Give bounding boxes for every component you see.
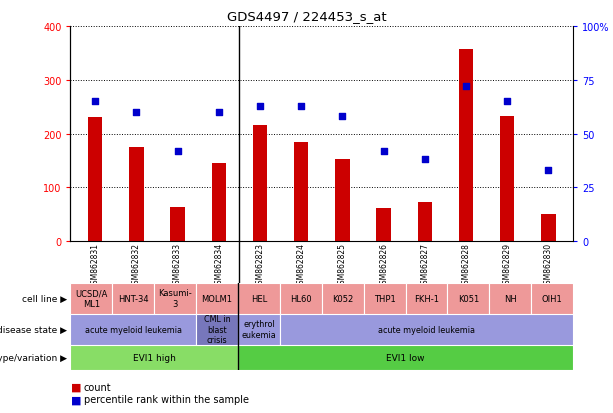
Bar	[364, 283, 406, 314]
Text: GSM862834: GSM862834	[215, 242, 223, 288]
Text: GSM862833: GSM862833	[173, 242, 182, 288]
Text: GSM862832: GSM862832	[132, 242, 141, 288]
Point	[544, 167, 554, 174]
Text: HNT-34: HNT-34	[118, 294, 148, 303]
Bar	[406, 283, 447, 314]
Bar	[294, 142, 308, 242]
Text: cell line ▶: cell line ▶	[22, 294, 67, 303]
Bar	[376, 208, 391, 242]
Text: THP1: THP1	[374, 294, 395, 303]
Text: genotype/variation ▶: genotype/variation ▶	[0, 353, 67, 362]
Bar	[322, 283, 364, 314]
Bar	[238, 283, 280, 314]
Bar	[489, 283, 531, 314]
Bar	[280, 283, 322, 314]
Text: percentile rank within the sample: percentile rank within the sample	[84, 394, 249, 404]
Bar	[112, 283, 154, 314]
Point	[461, 84, 471, 90]
Point	[132, 109, 142, 116]
Bar	[88, 118, 102, 242]
Text: HEL: HEL	[251, 294, 267, 303]
Bar	[253, 126, 267, 242]
Text: GSM862831: GSM862831	[91, 242, 100, 288]
Bar	[196, 314, 238, 345]
Point	[90, 99, 100, 105]
Bar	[531, 283, 573, 314]
Text: ■: ■	[70, 394, 81, 404]
Bar	[459, 50, 473, 242]
Bar	[280, 314, 573, 345]
Bar	[238, 314, 280, 345]
Text: GSM862828: GSM862828	[462, 242, 471, 288]
Text: EVI1 high: EVI1 high	[133, 353, 176, 362]
Text: K052: K052	[332, 294, 353, 303]
Point	[420, 157, 430, 163]
Text: FKH-1: FKH-1	[414, 294, 439, 303]
Point	[296, 103, 306, 109]
Text: acute myeloid leukemia: acute myeloid leukemia	[85, 325, 182, 334]
Bar	[211, 164, 226, 242]
Bar	[541, 215, 555, 242]
Bar	[129, 147, 143, 242]
Text: GSM862823: GSM862823	[256, 242, 265, 288]
Point	[379, 148, 389, 155]
Text: GSM862824: GSM862824	[297, 242, 306, 288]
Bar	[196, 283, 238, 314]
Text: GDS4497 / 224453_s_at: GDS4497 / 224453_s_at	[227, 10, 386, 23]
Text: GSM862827: GSM862827	[421, 242, 429, 288]
Bar	[154, 283, 196, 314]
Text: Kasumi-
3: Kasumi- 3	[158, 289, 192, 308]
Bar	[335, 160, 349, 242]
Text: GSM862826: GSM862826	[379, 242, 388, 288]
Text: NH: NH	[504, 294, 517, 303]
Point	[214, 109, 224, 116]
Bar	[238, 345, 573, 370]
Bar	[417, 202, 432, 242]
Text: GSM862830: GSM862830	[544, 242, 553, 288]
Text: HL60: HL60	[290, 294, 311, 303]
Text: EVI1 low: EVI1 low	[386, 353, 425, 362]
Bar	[70, 283, 112, 314]
Point	[502, 99, 512, 105]
Text: acute myeloid leukemia: acute myeloid leukemia	[378, 325, 475, 334]
Text: OIH1: OIH1	[542, 294, 563, 303]
Bar	[170, 208, 185, 242]
Point	[255, 103, 265, 109]
Text: count: count	[84, 382, 112, 392]
Bar	[500, 117, 514, 242]
Text: erythrol
eukemia: erythrol eukemia	[242, 320, 276, 339]
Bar	[70, 314, 196, 345]
Point	[173, 148, 183, 155]
Bar	[70, 345, 238, 370]
Text: GSM862825: GSM862825	[338, 242, 347, 288]
Text: UCSD/A
ML1: UCSD/A ML1	[75, 289, 108, 308]
Text: MOLM1: MOLM1	[202, 294, 232, 303]
Text: GSM862829: GSM862829	[503, 242, 512, 288]
Text: disease state ▶: disease state ▶	[0, 325, 67, 334]
Text: ■: ■	[70, 382, 81, 392]
Point	[338, 114, 348, 120]
Text: CML in
blast
crisis: CML in blast crisis	[204, 315, 230, 344]
Text: K051: K051	[458, 294, 479, 303]
Bar	[447, 283, 489, 314]
